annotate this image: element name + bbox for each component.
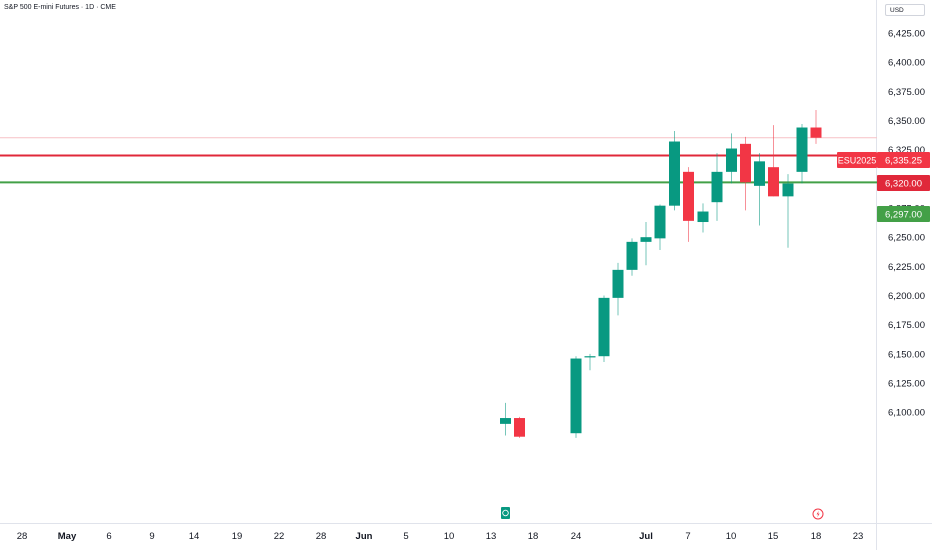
price-tick-label: 6,175.00 [888, 320, 925, 331]
time-tick-label: 28 [17, 531, 28, 542]
time-tick-label: 13 [486, 531, 497, 542]
candle-body [768, 167, 779, 197]
candle-body [514, 418, 525, 437]
time-tick-label: 7 [685, 531, 690, 542]
time-tick-label: 15 [768, 531, 779, 542]
price-tick-label: 6,375.00 [888, 87, 925, 98]
dividend-marker-icon[interactable] [501, 507, 510, 519]
red-level-label: 6,320.00 [885, 179, 922, 190]
event-marker-icon[interactable] [812, 508, 824, 520]
candle-body [669, 141, 680, 206]
candle-body [782, 183, 794, 197]
last-price-tag: ESU2025 6,335.25 [837, 152, 930, 168]
candle-body [570, 358, 582, 434]
price-tick-label: 6,425.00 [888, 29, 925, 40]
price-axis[interactable]: 6,425.00 6,400.00 6,375.00 6,350.00 6,325.00… [888, 29, 925, 419]
candle-body [683, 171, 694, 221]
red-level-tag: 6,320.00 [877, 175, 930, 191]
symbol-label: ESU2025 [838, 156, 877, 166]
time-tick-label: May [58, 531, 77, 542]
candle-body [612, 269, 624, 298]
time-tick-label: 9 [149, 531, 154, 542]
candle-body [754, 161, 765, 186]
time-tick-label: 23 [853, 531, 864, 542]
candle-body [626, 241, 638, 270]
candle-body [796, 127, 808, 172]
time-tick-label: 24 [571, 531, 582, 542]
price-tick-label: 6,250.00 [888, 233, 925, 244]
currency-selector[interactable]: USD [885, 4, 925, 16]
candle-body [654, 205, 666, 239]
price-tick-label: 6,125.00 [888, 379, 925, 390]
candle-body [810, 127, 822, 138]
candles [500, 110, 822, 438]
green-level-label: 6,297.00 [885, 210, 922, 221]
candle-body [711, 171, 723, 203]
time-tick-label: 19 [232, 531, 243, 542]
time-tick-label: 28 [316, 531, 327, 542]
price-tick-label: 6,200.00 [888, 291, 925, 302]
chart-title: S&P 500 E-mini Futures · 1D · CME [4, 4, 116, 11]
time-tick-label: 22 [274, 531, 285, 542]
price-tick-label: 6,150.00 [888, 349, 925, 360]
candle-body [598, 297, 610, 357]
price-tick-label: 6,225.00 [888, 262, 925, 273]
price-tick-label: 6,400.00 [888, 58, 925, 69]
candle-body [740, 143, 751, 183]
time-tick-label: 18 [811, 531, 822, 542]
candle-body [697, 211, 709, 223]
price-tick-label: 6,100.00 [888, 408, 925, 419]
time-axis[interactable]: 28 May 6 9 14 19 22 28 Jun 5 10 13 18 24 Jul 7 10 15 18 23 [17, 531, 864, 542]
time-tick-label: 10 [726, 531, 737, 542]
time-tick-label: 14 [189, 531, 200, 542]
time-tick-label: Jul [639, 531, 653, 542]
time-tick-label: 5 [403, 531, 408, 542]
time-tick-label: 6 [106, 531, 111, 542]
candle-body [640, 237, 652, 242]
time-tick-label: Jun [356, 531, 373, 542]
green-level-tag: 6,297.00 [877, 206, 930, 222]
candle-body [726, 148, 737, 172]
time-tick-label: 18 [528, 531, 539, 542]
candle-body [584, 356, 596, 358]
last-price-label: 6,335.25 [885, 156, 922, 167]
price-tick-label: 6,350.00 [888, 116, 925, 127]
candle-body [500, 418, 511, 424]
time-tick-label: 10 [444, 531, 455, 542]
price-tick-label: 6,325.00 [888, 145, 925, 156]
